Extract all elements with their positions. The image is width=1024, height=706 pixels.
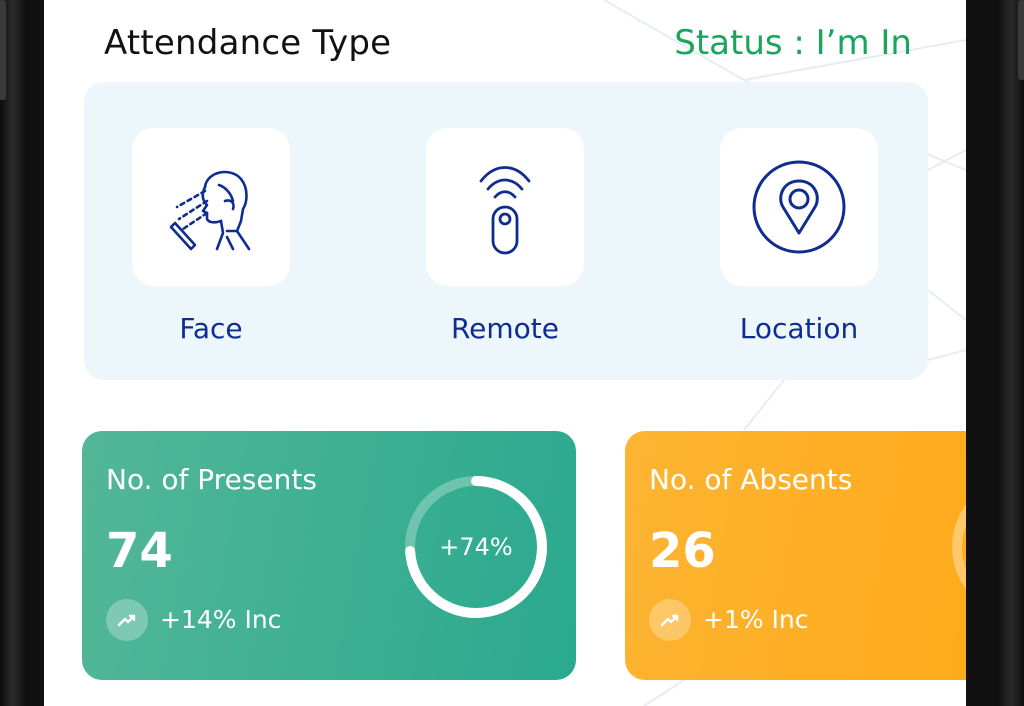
location-tile[interactable] [720,128,878,286]
attendance-type-face[interactable]: Face [132,128,290,345]
trending-up-icon [106,599,148,641]
attendance-type-remote[interactable]: Remote [426,128,584,345]
type-label-remote: Remote [450,312,560,345]
presents-ring-value: +74% [439,533,513,561]
type-label-face: Face [179,312,243,345]
presents-value: 74 [106,523,173,579]
absents-card[interactable]: No. of Absents 26 +1% Inc [625,431,966,680]
type-label-location: Location [739,312,859,345]
absents-value: 26 [649,523,716,579]
status-indicator: Status : I’m In [674,23,912,63]
attendance-type-panel: Face Remote [84,82,928,380]
phone-side-button [1018,0,1024,80]
page-title: Attendance Type [104,23,392,63]
attendance-type-location[interactable]: Location [720,128,878,345]
remote-signal-icon [479,166,531,255]
trending-up-icon [649,599,691,641]
location-pin-icon [752,160,846,254]
face-scan-icon [169,170,251,251]
app-screen: Attendance Type Status : I’m In [44,0,966,706]
phone-side-button [0,0,6,100]
absents-progress-ring [947,471,966,623]
face-tile[interactable] [132,128,290,286]
remote-tile[interactable] [426,128,584,286]
presents-progress-ring: +74% [400,471,552,623]
absents-trend: +1% Inc [703,605,809,634]
presents-label: No. of Presents [106,463,317,496]
presents-card[interactable]: No. of Presents 74 +14% Inc +74% [82,431,576,680]
presents-trend: +14% Inc [160,605,282,634]
attendance-header: Attendance Type Status : I’m In [104,18,912,68]
absents-label: No. of Absents [649,463,853,496]
